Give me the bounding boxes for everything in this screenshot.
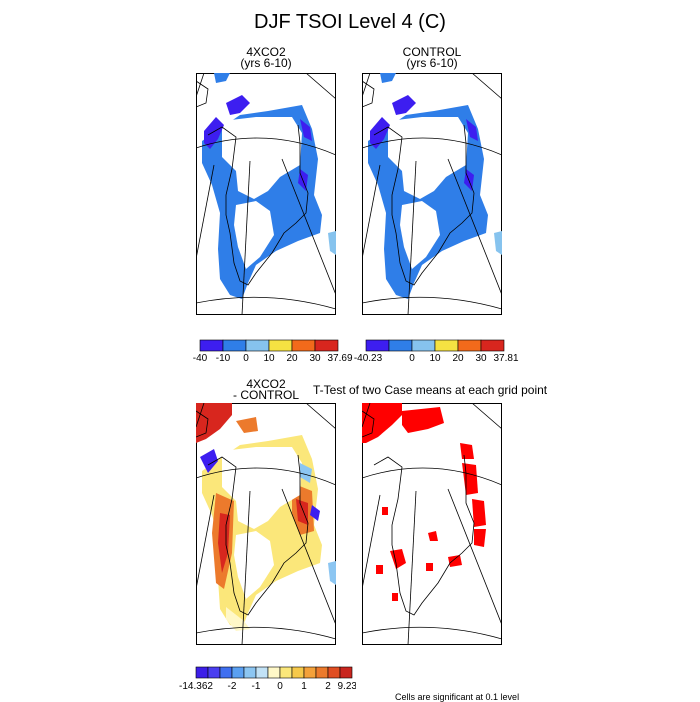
- panel-title-control: CONTROL (yrs 6-10): [362, 45, 502, 70]
- colorbar-tick-label: 9.238: [337, 681, 356, 692]
- panel-title-4xco2: 4XCO2 (yrs 6-10): [196, 45, 336, 70]
- colorbar-control: -40.23 0 10 20 30 37.81: [354, 339, 519, 364]
- colorbar-tick-label: 20: [286, 353, 298, 364]
- panel-title-line1: CONTROL: [402, 45, 462, 59]
- map-panel-diff: [196, 403, 336, 645]
- significance-note: Cells are significant at 0.1 level: [395, 692, 520, 702]
- panel-title-line1: 4XCO2: [246, 377, 286, 391]
- main-title: DJF TSOI Level 4 (C): [254, 11, 446, 33]
- colorbar-tick-label: 2: [325, 681, 331, 692]
- colorbar-tick-label: 1: [301, 681, 307, 692]
- panel-title-diff: 4XCO2 - CONTROL: [196, 377, 336, 402]
- colorbar-tick-label: -1: [252, 681, 261, 692]
- colorbar-tick-label: 0: [277, 681, 283, 692]
- colorbar-tick-label: -40.23: [354, 353, 383, 364]
- colorbar-tick-label: -2: [228, 681, 237, 692]
- panel-title-line2: - CONTROL: [233, 388, 299, 402]
- map-panel-4xco2: [196, 73, 336, 315]
- panel-title-line2: (yrs 6-10): [406, 56, 458, 70]
- ttest-title: T-Test of two Case means at each grid po…: [313, 383, 548, 397]
- colorbar-tick-label: 30: [309, 353, 321, 364]
- map-panel-ttest: [362, 403, 502, 645]
- colorbar-tick-label: 37.69: [327, 353, 352, 364]
- colorbar-tick-label: 0: [243, 353, 249, 364]
- colorbar-tick-label: 30: [475, 353, 487, 364]
- colorbar-tick-label: -14.362: [179, 681, 213, 692]
- colorbar-diff: -14.362 -2 -1 0 1 2 9.238: [179, 666, 356, 692]
- colorbar-tick-label: 10: [263, 353, 275, 364]
- panel-title-line2: (yrs 6-10): [240, 56, 292, 70]
- colorbar-tick-label: 37.81: [493, 353, 518, 364]
- colorbar-tick-label: 20: [452, 353, 464, 364]
- colorbar-tick-label: -40: [193, 353, 208, 364]
- colorbar-tick-label: 0: [409, 353, 415, 364]
- colorbar-tick-label: -10: [216, 353, 231, 364]
- colorbar-tick-label: 10: [429, 353, 441, 364]
- map-panel-control: [362, 73, 502, 315]
- colorbar-4xco2: -40 -10 0 10 20 30 37.69: [193, 339, 353, 364]
- panel-title-line1: 4XCO2: [246, 45, 286, 59]
